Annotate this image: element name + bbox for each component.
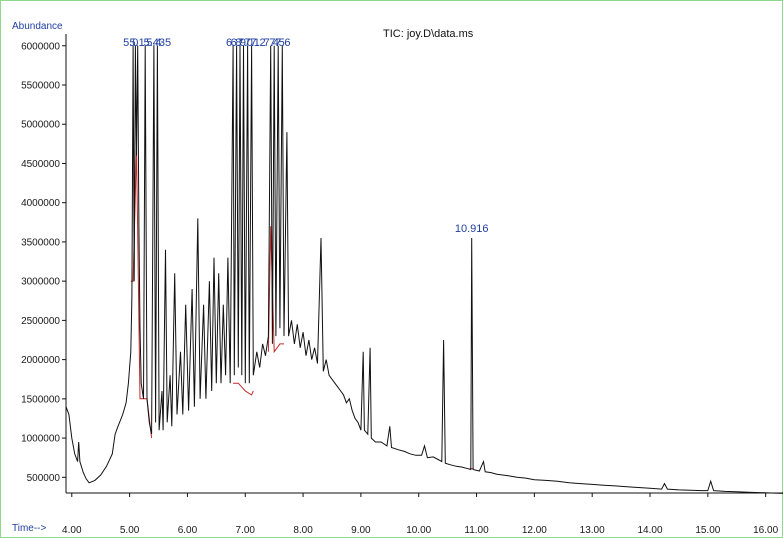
peak-label: 7.5 (269, 37, 284, 49)
y-tick-label: 6000000 (21, 41, 60, 52)
tic-trace (65, 45, 783, 494)
x-ticks: 4.00 5.00 6.00 7.00 8.00 9.00 10.00 11.00 12.00 1… (62, 493, 779, 536)
peak-label: 10.916 (455, 223, 489, 235)
peak-label: 7.2 (250, 37, 265, 49)
y-tick-label: 4000000 (21, 198, 60, 209)
peak-label: 6.9 (231, 37, 246, 49)
y-tick-label: 500000 (27, 473, 61, 484)
integration-baseline (267, 226, 284, 354)
peak-label: 7.0 (238, 37, 253, 49)
peak-label: 5.0 (123, 37, 138, 49)
chart-title: TIC: joy.D\data.ms (383, 28, 474, 40)
peak-label: 5.1 (129, 37, 144, 49)
x-tick-label: 14.00 (637, 525, 662, 536)
x-tick-label: 4.00 (62, 525, 82, 536)
peak-label: 7.4 (264, 37, 279, 49)
x-tick-label: 10.00 (406, 525, 431, 536)
y-tick-label: 3500000 (21, 237, 60, 248)
peak-label: 7.1 (245, 37, 260, 49)
peak-label: 6.8 (226, 37, 241, 49)
peak-label: 5.435 (144, 37, 172, 49)
x-tick-label: 5.00 (120, 525, 140, 536)
peak-label: 5.4 (146, 37, 161, 49)
y-tick-label: 2500000 (21, 316, 60, 327)
y-tick-label: 5000000 (21, 120, 60, 131)
y-tick-label: 1000000 (21, 434, 60, 445)
x-axis-label: Time--> (12, 523, 47, 534)
peak-labels: 5.05.1 5.45.435 6.86.97.07.17.27.47.57.6 10… (123, 37, 488, 235)
y-tick-label: 5500000 (21, 81, 60, 92)
x-tick-label: 12.00 (522, 525, 547, 536)
x-tick-label: 11.00 (464, 525, 489, 536)
y-axis-label: Abundance (12, 21, 63, 32)
peak-label: 7.6 (275, 37, 290, 49)
x-tick-label: 6.00 (178, 525, 198, 536)
y-tick-label: 1500000 (21, 394, 60, 405)
y-tick-label: 2000000 (21, 355, 60, 366)
y-tick-label: 4500000 (21, 159, 60, 170)
integration-baseline (233, 382, 254, 396)
x-tick-label: 7.00 (236, 525, 256, 536)
y-tick-label: 3000000 (21, 277, 60, 288)
y-ticks: 500000 1000000 1500000 2000000 2500000 300000… (21, 41, 66, 484)
x-tick-label: 8.00 (293, 525, 313, 536)
x-tick-label: 15.00 (695, 525, 720, 536)
x-tick-label: 9.00 (351, 525, 371, 536)
x-tick-label: 13.00 (580, 525, 605, 536)
x-tick-label: 16.00 (753, 525, 778, 536)
